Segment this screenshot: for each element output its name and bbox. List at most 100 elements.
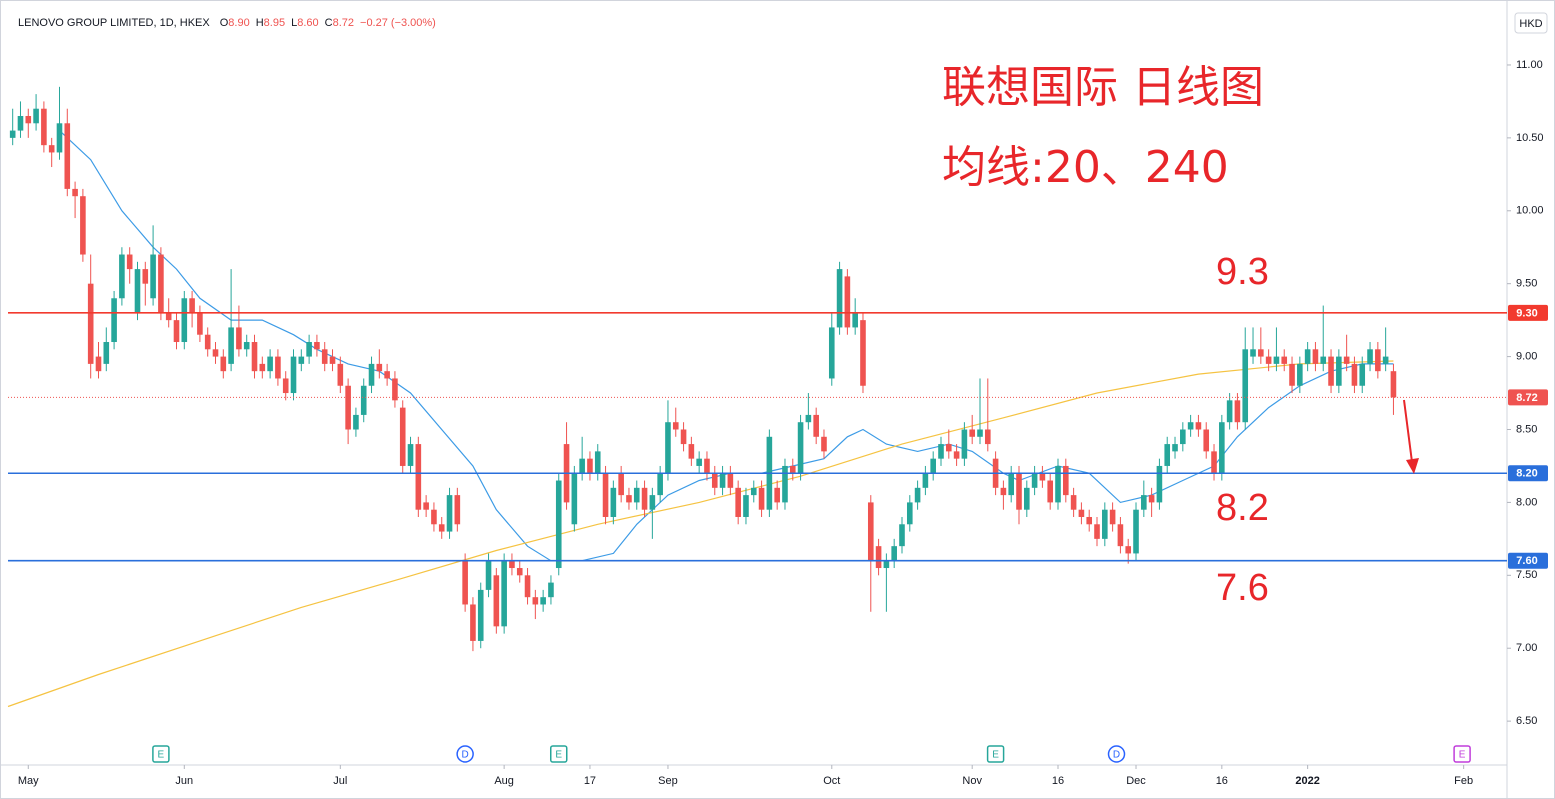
candle-body xyxy=(1086,516,1093,525)
x-tick-label: 2022 xyxy=(1295,775,1319,787)
candle-body xyxy=(1195,422,1202,430)
candle-body xyxy=(1273,356,1280,364)
currency-box[interactable] xyxy=(1514,12,1548,34)
candle-body xyxy=(1382,356,1389,364)
x-tick-label: Jul xyxy=(333,775,347,787)
candle-body xyxy=(1133,509,1139,554)
candle-body xyxy=(1359,363,1366,386)
y-tick-label: 6.50 xyxy=(1516,715,1537,727)
candle-body xyxy=(212,349,219,357)
candle-body xyxy=(87,283,94,364)
candle-body xyxy=(509,560,515,569)
candle-body xyxy=(1148,495,1155,503)
candle-body xyxy=(805,414,812,423)
candle-body xyxy=(189,298,195,313)
event-label: E xyxy=(1459,750,1466,761)
candle-body xyxy=(290,356,297,394)
candle-body xyxy=(828,327,835,379)
candle-body xyxy=(1242,349,1249,423)
candle-body xyxy=(485,560,492,590)
candle-body xyxy=(1226,400,1233,423)
candle-body xyxy=(1102,509,1108,539)
candle-body xyxy=(540,597,546,605)
candle-body xyxy=(750,487,757,496)
candle-body xyxy=(204,334,211,350)
candle-body xyxy=(33,108,39,124)
candle-body xyxy=(524,575,531,598)
candle-body xyxy=(626,495,632,503)
price-level-box xyxy=(1508,552,1548,569)
candle-body xyxy=(844,276,851,328)
price-level-label: 8.20 xyxy=(1516,468,1537,480)
candle-body xyxy=(1172,444,1178,452)
plot-area xyxy=(7,86,1507,708)
quote-value: 8.95 xyxy=(264,17,285,29)
candle-body xyxy=(95,356,102,372)
event-marker xyxy=(456,745,474,763)
candle-body xyxy=(353,414,359,430)
annotation-level: 7.6 xyxy=(1216,567,1269,609)
candle-body xyxy=(431,509,437,525)
candle-body xyxy=(1375,349,1381,372)
candle-body xyxy=(1070,495,1077,510)
annotation-level: 8.2 xyxy=(1216,487,1269,529)
candle-body xyxy=(337,363,344,386)
annotation-title: 联想国际 日线图 xyxy=(942,62,1264,113)
candle-body xyxy=(134,269,141,313)
candle-body xyxy=(930,458,936,474)
candle-body xyxy=(836,269,843,328)
candle-body xyxy=(657,473,663,496)
candle-body xyxy=(1180,429,1186,445)
currency: HKD xyxy=(1519,18,1542,30)
candle-body xyxy=(587,458,593,474)
candle-body xyxy=(306,342,312,357)
price-level-box xyxy=(1508,304,1548,321)
candle-body xyxy=(1141,495,1147,510)
candle-body xyxy=(173,320,180,343)
event-label: E xyxy=(992,750,999,761)
x-tick-label: 17 xyxy=(584,775,596,787)
candle-body xyxy=(813,414,819,437)
candle-body xyxy=(571,473,578,525)
candle-body xyxy=(579,458,585,474)
candle-body xyxy=(314,342,320,350)
candle-body xyxy=(321,349,328,364)
candle-body xyxy=(181,298,188,343)
candle-body xyxy=(977,429,983,437)
candle-body xyxy=(41,108,47,146)
x-tick-label: 16 xyxy=(1052,775,1064,787)
candle-body xyxy=(1024,487,1030,510)
candle-body xyxy=(1297,363,1303,386)
y-tick-label: 7.00 xyxy=(1516,642,1537,654)
candle-body xyxy=(470,604,476,641)
y-tick-label: 9.50 xyxy=(1516,278,1537,290)
candle-body xyxy=(1164,444,1171,466)
candle-body xyxy=(1351,363,1358,386)
x-tick-label: 16 xyxy=(1216,775,1228,787)
candle-body xyxy=(945,444,952,452)
candle-body xyxy=(48,145,55,153)
candle-body xyxy=(1078,509,1085,517)
candle-body xyxy=(80,196,86,255)
candle-body xyxy=(1039,473,1046,481)
candle-body xyxy=(236,327,242,350)
candle-body xyxy=(1289,363,1295,386)
event-marker xyxy=(1107,745,1126,763)
candle-body xyxy=(251,342,258,372)
candle-body xyxy=(267,356,273,372)
price-level-box xyxy=(1508,465,1548,482)
candle-body xyxy=(719,473,726,488)
candle-body xyxy=(1265,356,1272,364)
y-tick-label: 11.00 xyxy=(1516,59,1543,71)
event-label: E xyxy=(158,750,165,761)
candle-body xyxy=(454,495,461,525)
candle-body xyxy=(641,487,648,510)
candle-body xyxy=(1211,451,1217,474)
candle-body xyxy=(150,254,156,299)
y-tick-label: 7.50 xyxy=(1516,569,1537,581)
candle-body xyxy=(1320,356,1327,364)
event-marker xyxy=(1453,745,1471,763)
candle-body xyxy=(1156,465,1163,503)
event-marker xyxy=(549,745,568,763)
